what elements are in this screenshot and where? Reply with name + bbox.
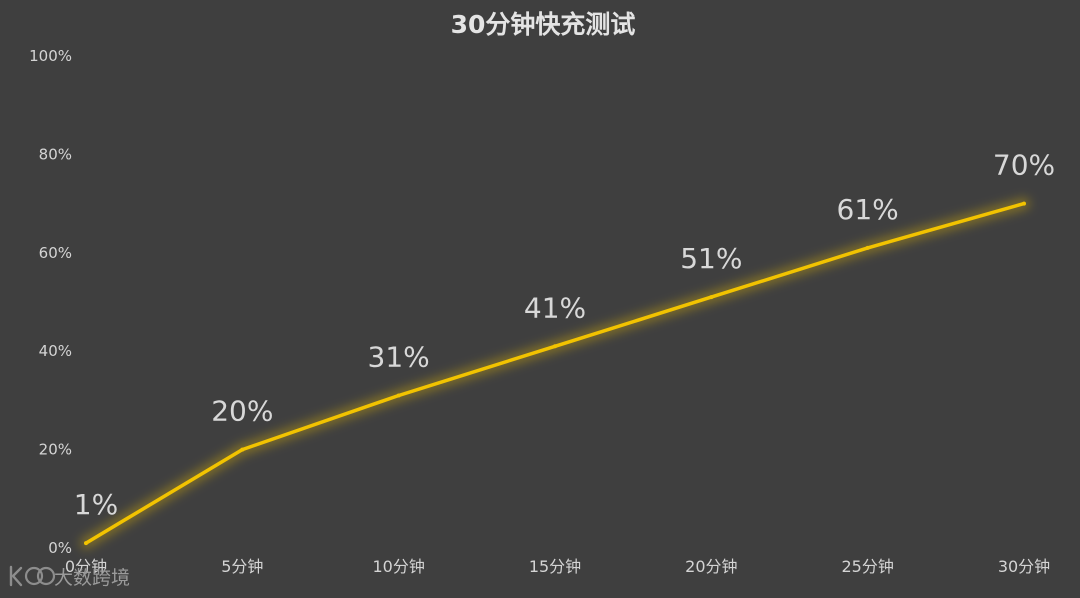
- x-tick-label: 10分钟: [372, 557, 424, 576]
- y-tick-label: 40%: [39, 342, 72, 360]
- x-tick-label: 0分钟: [65, 557, 107, 576]
- watermark: 大数跨境: [9, 565, 130, 589]
- watermark-text: 大数跨境: [54, 567, 130, 589]
- x-tick-label: 30分钟: [998, 557, 1050, 576]
- data-point: [396, 393, 401, 398]
- data-label: 20%: [211, 395, 273, 428]
- x-axis-ticks: 0分钟 5分钟 10分钟 15分钟 20分钟 25分钟 30分钟: [65, 557, 1050, 576]
- y-tick-label: 0%: [48, 539, 72, 557]
- data-label: 70%: [993, 149, 1055, 182]
- data-label: 51%: [680, 242, 742, 275]
- x-tick-label: 25分钟: [841, 557, 893, 576]
- x-tick-label: 15分钟: [529, 557, 581, 576]
- y-tick-label: 20%: [39, 441, 72, 459]
- data-point: [553, 344, 557, 349]
- data-labels: 1% 20% 31% 41% 51% 61% 70%: [74, 149, 1055, 521]
- series-line: [84, 201, 1026, 545]
- series-layer: [80, 197, 1030, 550]
- x-tick-label: 20分钟: [685, 557, 737, 576]
- k-logo-icon: [9, 565, 56, 587]
- data-label: 41%: [524, 291, 586, 324]
- data-point: [1022, 201, 1026, 206]
- data-label: 1%: [74, 488, 118, 521]
- y-tick-label: 80%: [39, 145, 72, 163]
- y-tick-label: 100%: [29, 47, 72, 65]
- y-tick-label: 60%: [39, 244, 72, 262]
- chart-title: 30分钟快充测试: [451, 10, 636, 39]
- y-axis-ticks: 0% 20% 40% 60% 80% 100%: [29, 47, 72, 557]
- data-point: [84, 541, 88, 546]
- data-point: [240, 447, 245, 452]
- x-tick-label: 5分钟: [221, 557, 263, 576]
- data-point: [709, 295, 714, 300]
- data-point: [865, 245, 870, 250]
- data-label: 31%: [368, 340, 430, 373]
- data-label: 61%: [837, 193, 899, 226]
- series-line-glow: [80, 197, 1030, 550]
